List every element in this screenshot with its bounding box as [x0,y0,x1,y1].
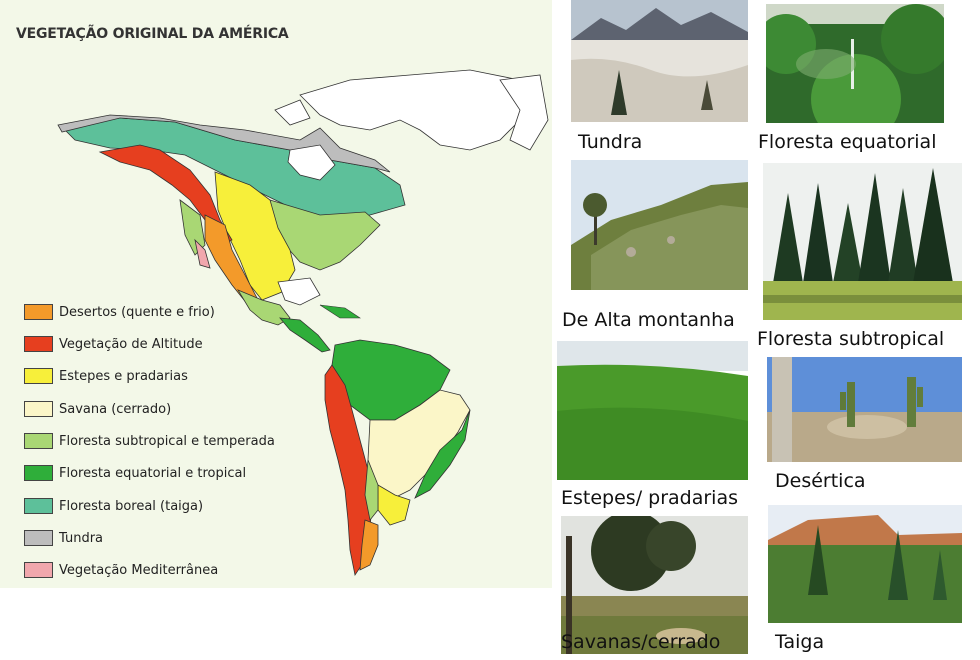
legend-swatch [24,433,53,449]
mediterranean-north [194,238,211,269]
legend-swatch [24,368,53,384]
legend-item: Vegetação de Altitude [24,334,203,354]
legend-swatch [24,336,53,352]
legend-swatch [24,562,53,578]
equatorial-forest-photo [766,4,944,123]
legend-label: Tundra [59,530,104,546]
legend-swatch [24,530,53,546]
hudson-bay [287,144,336,181]
caption-savanna: Savanas/cerrado [561,631,721,653]
caption-desert: Desértica [775,470,866,492]
subtropical-forest-photo [763,163,962,320]
gulf-of-mexico [277,277,321,306]
steppe-photo [557,341,748,480]
legend-label: Floresta subtropical e temperada [59,433,275,449]
legend-item: Floresta equatorial e tropical [24,463,246,483]
legend-item: Vegetação Mediterrânea [24,560,218,580]
atlantic-forest [414,409,471,499]
caption-subtropical-forest: Floresta subtropical [757,328,945,350]
altitude-andes [324,364,373,577]
caption-equatorial-forest: Floresta equatorial [758,131,937,153]
mountain-photo [571,160,748,290]
vegetation-map-panel: VEGETAÇÃO ORIGINAL DA AMÉRICA Desertos (… [0,0,552,588]
caption-taiga: Taiga [775,631,825,653]
map-title: VEGETAÇÃO ORIGINAL DA AMÉRICA [16,26,289,42]
tundra-region [57,114,391,173]
america-vegetation-map [57,69,549,577]
legend-label: Vegetação Mediterrânea [59,562,219,578]
savanna-photo [561,516,748,654]
arctic-islands [299,69,531,151]
caption-mountain: De Alta montanha [562,309,735,331]
central-america [279,317,331,353]
desert-photo [767,357,962,462]
caribbean-islands [319,304,361,319]
legend-label: Savana (cerrado) [59,401,172,417]
legend-label: Floresta boreal (taiga) [59,498,204,514]
taiga-photo [768,505,962,623]
legend-swatch [24,498,53,514]
caption-steppe: Estepes/ pradarias [561,487,738,509]
legend-item: Floresta subtropical e temperada [24,431,275,451]
arctic-island-small [274,99,311,126]
legend-item: Desertos (quente e frio) [24,302,215,322]
desert-south [359,519,379,571]
legend-item: Tundra [24,528,103,548]
legend-swatch [24,304,53,320]
legend-label: Desertos (quente e frio) [59,304,215,320]
legend-item: Floresta boreal (taiga) [24,496,203,516]
legend-label: Estepes e pradarias [59,368,188,384]
legend-swatch [24,465,53,481]
caption-tundra: Tundra [578,131,643,153]
legend-item: Estepes e pradarias [24,366,188,386]
tundra-photo [571,0,748,122]
legend-label: Vegetação de Altitude [59,336,203,352]
temperate-forest-south [364,459,379,521]
legend-label: Floresta equatorial e tropical [59,465,247,481]
legend-item: Savana (cerrado) [24,399,171,419]
legend-swatch [24,401,53,417]
greenland-edge [499,74,549,151]
